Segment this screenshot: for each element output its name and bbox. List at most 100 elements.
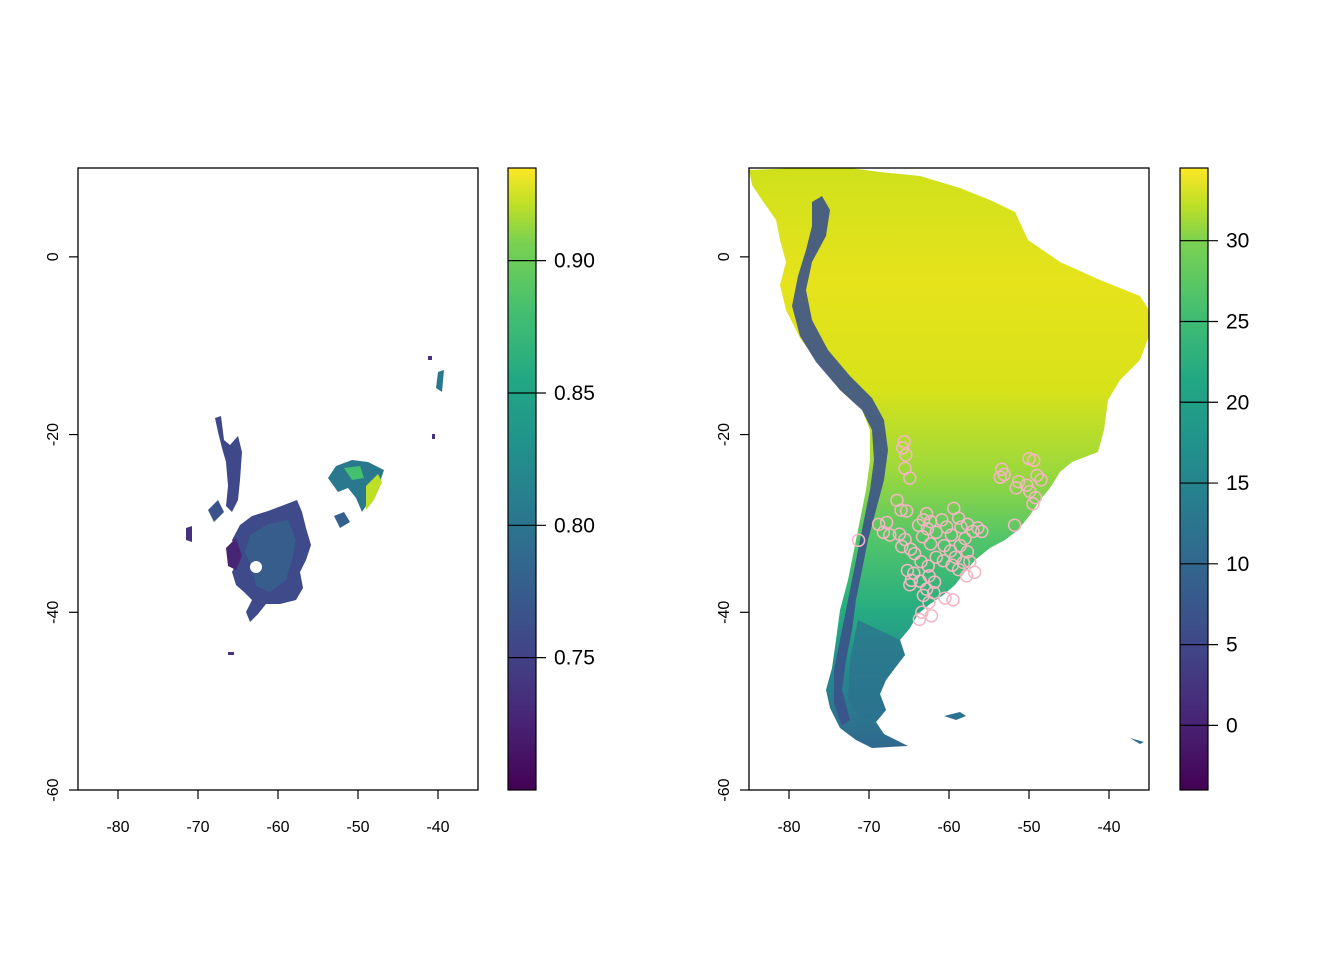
legend-tick-label: 10: [1226, 553, 1249, 576]
occurrence-point: [997, 467, 1011, 482]
occurrence-point: [899, 504, 914, 518]
x-tick-label: -70: [186, 819, 209, 836]
y-tick-label: 0: [716, 252, 733, 261]
occurrence-point: [924, 609, 939, 623]
occurrence-point: [1019, 478, 1034, 492]
occurrence-point: [916, 513, 931, 527]
raster-region-andes: [215, 416, 242, 512]
occurrence-point: [929, 550, 943, 564]
legend-tick-label: 5: [1226, 634, 1238, 657]
x-tick-label: -80: [106, 819, 129, 836]
occurrence-point: [898, 532, 912, 547]
occurrence-point: [927, 575, 942, 589]
occurrence-point: [919, 506, 934, 521]
island-falklands: [944, 712, 966, 720]
occurrence-point: [975, 524, 989, 539]
x-tick-label: -60: [266, 819, 289, 836]
island-south-georgia: [1130, 738, 1144, 744]
x-tick-label: -50: [346, 819, 369, 836]
occurrence-point: [929, 525, 943, 540]
raster-region-uruguay-spot: [334, 512, 350, 528]
occurrence-point: [851, 533, 866, 548]
y-tick-label: -20: [716, 423, 733, 446]
occurrence-point: [936, 553, 951, 568]
occurrence-point: [1026, 497, 1040, 511]
occurrence-point: [1034, 473, 1048, 487]
raster-speck: [228, 652, 234, 655]
patagonia-cool: [848, 620, 905, 722]
left-colorbar: [507, 167, 537, 791]
raster-region-pampas-west: [226, 538, 242, 570]
occurrence-point: [883, 528, 897, 542]
x-tick-label: -80: [777, 819, 800, 836]
occurrence-point: [971, 521, 985, 535]
raster-speck: [428, 356, 432, 360]
raster-region-se-coast: [436, 370, 444, 392]
occurrence-point: [958, 531, 972, 546]
y-tick-label: -40: [716, 601, 733, 624]
legend-tick-label: 25: [1226, 310, 1249, 333]
right-map-panel: -80 -70 -60 -50 -40 0 -20 -40 -60 0 5 10 15 20 25 30: [716, 167, 1249, 836]
raster-region-andes-west: [186, 526, 192, 542]
left-plot-frame: [77, 167, 479, 791]
occurrence-point: [960, 545, 975, 559]
x-tick-label: -50: [1017, 819, 1040, 836]
left-y-axis: 0 -20 -40 -60: [45, 252, 78, 802]
occurrence-point: [959, 569, 974, 583]
left-x-axis: -80 -70 -60 -50 -40: [106, 790, 450, 836]
occurrence-point: [954, 520, 968, 534]
raster-speck: [432, 434, 435, 439]
legend-tick-label: 15: [1226, 472, 1249, 495]
occurrence-point: [920, 522, 935, 536]
occurrence-point: [938, 591, 952, 605]
legend-tick-label: 0.90: [554, 250, 595, 273]
occurrence-point: [914, 554, 928, 569]
left-map-panel: -80 -70 -60 -50 -40 0-20-40-60 0.750.800.850…: [45, 167, 595, 836]
right-raster: [749, 168, 1149, 748]
raster-region-pampas-core: [245, 520, 296, 592]
occurrence-point: [919, 582, 934, 596]
occurrence-point: [1027, 453, 1041, 468]
legend-tick-label: 30: [1226, 230, 1249, 253]
occurrence-points: [851, 434, 1048, 627]
occurrence-point: [903, 577, 917, 592]
occurrence-point: [951, 511, 966, 525]
occurrence-point: [1030, 468, 1044, 483]
x-tick-label: -60: [937, 819, 960, 836]
occurrence-point: [899, 448, 913, 462]
occurrence-point: [876, 525, 891, 540]
occurrence-point: [895, 539, 909, 554]
occurrence-point: [923, 537, 938, 551]
occurrence-point: [871, 517, 886, 532]
legend-tick-label: 0: [1226, 714, 1238, 737]
right-colorbar: [1179, 167, 1209, 791]
y-tick-label: -40: [45, 601, 62, 624]
x-tick-label: -40: [1097, 819, 1120, 836]
raster-region-andes-small: [208, 500, 224, 522]
occurrence-point: [897, 434, 911, 449]
occurrence-point: [939, 520, 954, 534]
raster-gap: [250, 561, 262, 573]
occurrence-point: [922, 595, 936, 610]
occurrence-point: [1028, 490, 1043, 505]
occurrence-point: [993, 470, 1007, 484]
raster-region-brazil-mid: [344, 466, 364, 480]
x-tick-label: -70: [857, 819, 880, 836]
occurrence-point: [894, 503, 908, 517]
occurrence-point: [945, 558, 959, 572]
occurrence-point: [946, 593, 960, 607]
occurrence-point: [1011, 474, 1026, 489]
left-raster: [186, 356, 444, 655]
y-tick-label: 0: [45, 252, 62, 261]
occurrence-point: [912, 612, 927, 627]
x-tick-label: -40: [426, 819, 449, 836]
right-x-axis: -80 -70 -60 -50 -40: [777, 790, 1121, 836]
right-y-axis: 0 -20 -40 -60: [716, 252, 749, 802]
occurrence-point: [879, 515, 894, 530]
y-tick-label: -20: [45, 423, 62, 446]
occurrence-point: [915, 605, 929, 620]
occurrence-point: [1007, 518, 1022, 532]
occurrence-point: [967, 565, 982, 580]
occurrence-point: [915, 530, 930, 544]
